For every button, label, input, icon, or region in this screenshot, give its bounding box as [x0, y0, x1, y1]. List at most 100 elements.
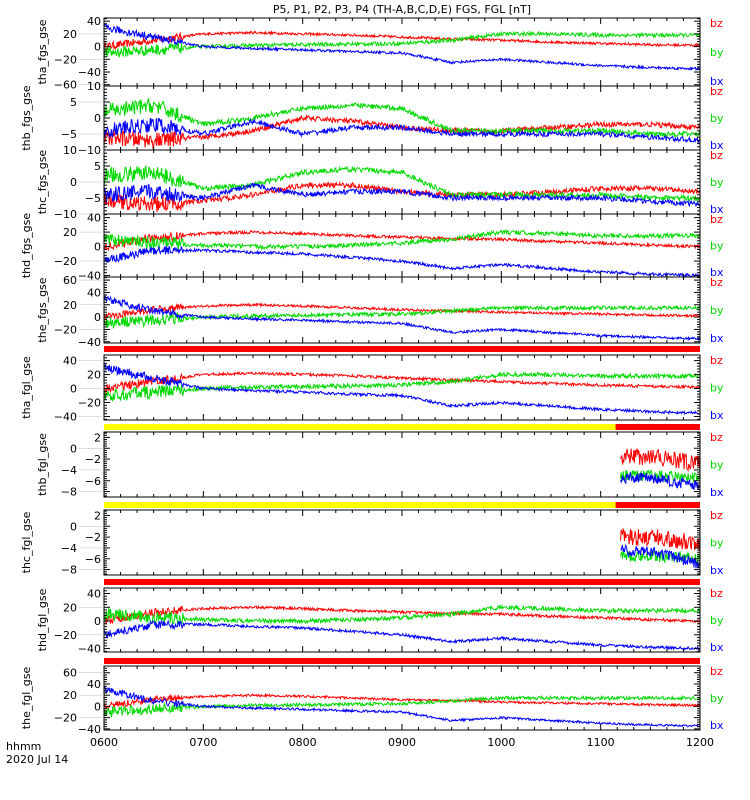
- chart-title: P5, P1, P2, P3, P4 (TH-A,B,C,D,E) FGS, F…: [273, 3, 531, 16]
- y-tick-label: 20: [63, 226, 77, 239]
- y-axis-label: the_fgl_gse: [20, 667, 33, 730]
- x-axis-label-date: 2020 Jul 14: [6, 753, 68, 766]
- panel-frame: [103, 213, 701, 278]
- legend-label-bx: bx: [710, 139, 724, 152]
- y-tick-label: 0: [94, 311, 101, 324]
- series-line-by: [104, 694, 700, 718]
- y-tick-label: −8: [61, 564, 77, 577]
- panel-thd_fgs_gse: bz by bx thd_fgs_gse 40 20 0 −20−40: [20, 212, 724, 283]
- series-line-bx: [620, 543, 700, 569]
- legend-label-bx: bx: [710, 564, 724, 577]
- y-axis-label: thd_fgl_gse: [36, 588, 49, 651]
- y-tick-label: 0: [94, 112, 101, 125]
- y-tick-label: −40: [78, 723, 101, 736]
- y-tick-label: −20: [54, 53, 77, 66]
- panel-tha_fgl_gse: bz by bx tha_fgl_gse 40 20 0−20−40: [20, 354, 724, 424]
- legend-label-bz: bz: [710, 213, 723, 226]
- y-tick-label: −60: [54, 79, 77, 92]
- x-tick-label: 0600: [90, 736, 118, 749]
- y-tick-label: 20: [63, 689, 77, 702]
- series-line-by: [104, 603, 700, 626]
- series-line-bz: [104, 604, 700, 625]
- panel-thc_fgs_gse: bz by bx thc_fgs_gse 10 5 0 −5 −10: [36, 144, 724, 221]
- legend-label-by: by: [710, 176, 724, 189]
- legend-label-by: by: [710, 240, 724, 253]
- status-bar-segment: [104, 658, 700, 664]
- y-tick-label: −40: [78, 66, 101, 79]
- y-tick-label: −20: [54, 629, 77, 642]
- legend-label-bz: bz: [710, 665, 723, 678]
- series-line-bx: [104, 23, 700, 71]
- series-line-bz: [104, 114, 700, 150]
- status-bar-segment: [615, 502, 700, 508]
- series-line-bz: [104, 229, 700, 252]
- status-bar-segment: [104, 424, 616, 430]
- x-tick-label: 1100: [587, 736, 615, 749]
- y-tick-label: −10: [54, 208, 77, 221]
- y-tick-label: −5: [85, 192, 101, 205]
- series-line-bx: [104, 117, 700, 144]
- legend-label-bx: bx: [710, 409, 724, 422]
- status-bar: [104, 502, 700, 508]
- y-tick-label: −2: [85, 531, 101, 544]
- y-tick-label: −2: [85, 453, 101, 466]
- y-tick-label: 40: [87, 286, 101, 299]
- y-tick-label: −20: [54, 323, 77, 336]
- y-axis-label: tha_fgl_gse: [20, 356, 33, 419]
- y-tick-label: 0: [94, 41, 101, 54]
- panel-thb_fgs_gse: bz by bx thb_fgs_gse 10 5 0 −5−10: [20, 80, 724, 157]
- y-tick-label: 0: [94, 700, 101, 713]
- series-line-bx: [104, 182, 700, 208]
- y-tick-label: 0: [70, 520, 77, 533]
- y-axis-label: thc_fgl_gse: [20, 511, 33, 573]
- y-tick-label: −40: [78, 336, 101, 349]
- series-line-bz: [104, 371, 700, 394]
- y-tick-label: 10: [87, 80, 101, 93]
- legend-label-by: by: [710, 537, 724, 550]
- y-tick-label: 0: [70, 383, 77, 396]
- series-line-bx: [620, 471, 700, 491]
- panel-frame: [103, 509, 701, 576]
- legend-label-bx: bx: [710, 266, 724, 279]
- series-line-by: [620, 468, 700, 483]
- series-line-by: [620, 549, 700, 565]
- legend-label-bz: bz: [710, 149, 723, 162]
- y-tick-label: −20: [54, 255, 77, 268]
- legend-label-bz: bz: [710, 587, 723, 600]
- y-tick-label: 40: [87, 212, 101, 225]
- y-axis-label: thb_fgs_gse: [20, 85, 33, 151]
- series-line-by: [104, 30, 700, 59]
- y-axis-label: thb_fgl_gse: [36, 433, 49, 496]
- series-line-bz: [104, 302, 700, 321]
- legend-label-bx: bx: [710, 203, 724, 216]
- x-axis-label-hhmm: hhmm: [6, 740, 41, 753]
- series-line-by: [104, 370, 700, 402]
- legend-label-by: by: [710, 382, 724, 395]
- legend-label-bx: bx: [710, 641, 724, 654]
- y-tick-label: −6: [85, 475, 101, 488]
- series-line-bz: [620, 527, 700, 551]
- y-tick-label: 40: [87, 15, 101, 28]
- x-tick-label: 1000: [487, 736, 515, 749]
- series-line-bx: [104, 294, 700, 342]
- y-tick-label: −10: [78, 144, 101, 157]
- y-tick-label: 10: [63, 144, 77, 157]
- status-bar: [104, 579, 700, 585]
- panel-frame: [103, 587, 701, 653]
- y-axis-label: thd_fgs_gse: [20, 213, 33, 279]
- y-tick-label: −40: [78, 643, 101, 656]
- panel-frame: [103, 85, 701, 151]
- y-tick-label: 20: [63, 601, 77, 614]
- y-tick-label: 40: [87, 678, 101, 691]
- y-tick-label: −4: [61, 464, 77, 477]
- legend-label-bz: bz: [710, 85, 723, 98]
- x-tick-label: 0800: [289, 736, 317, 749]
- status-bar: [104, 658, 700, 664]
- y-tick-label: −20: [78, 397, 101, 410]
- x-tick-label: 1200: [686, 736, 714, 749]
- legend-label-bx: bx: [710, 719, 724, 732]
- y-tick-label: 2: [94, 509, 101, 522]
- y-tick-label: −40: [54, 411, 77, 424]
- status-bar-segment: [104, 579, 700, 585]
